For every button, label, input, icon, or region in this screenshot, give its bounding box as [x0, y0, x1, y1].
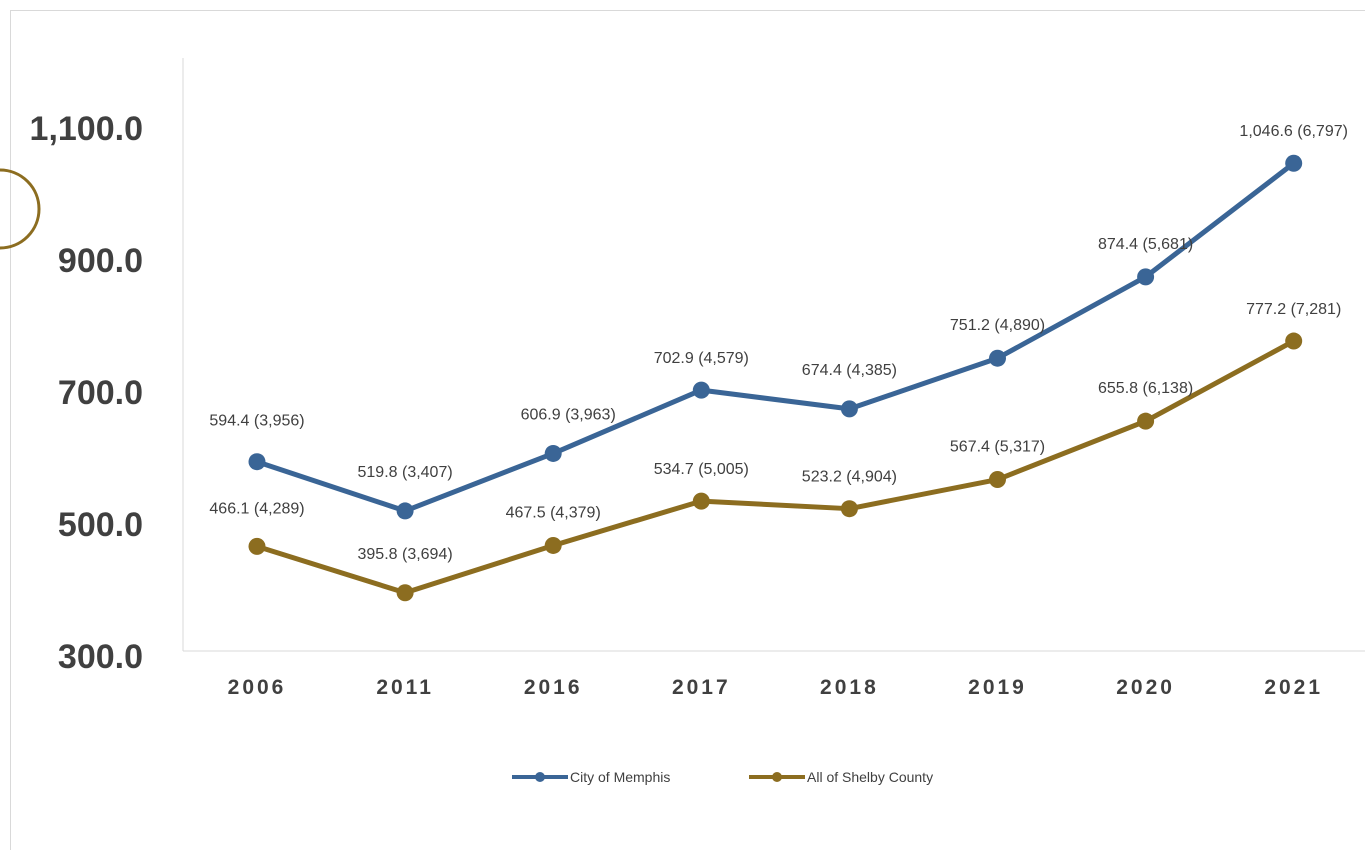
y-tick-labels: 300.0 500.0 700.0 900.0 1,100.0: [30, 110, 143, 676]
data-point-shelby: [544, 536, 562, 554]
x-tick-label: 2017: [672, 676, 731, 699]
legend-marker-shelby: [772, 772, 782, 782]
data-point-shelby: [1285, 332, 1303, 350]
data-point-shelby: [248, 537, 266, 555]
y-tick-label: 700.0: [58, 374, 143, 412]
data-label-shelby: 466.1 (4,289): [209, 500, 304, 517]
x-tick-label: 2020: [1116, 676, 1175, 699]
x-tick-label: 2011: [376, 676, 434, 699]
series-line-memphis: [254, 160, 1297, 514]
data-label-memphis: 594.4 (3,956): [209, 413, 304, 430]
data-label-shelby: 523.2 (4,904): [802, 469, 897, 486]
data-point-shelby: [840, 500, 858, 518]
y-tick-label: 500.0: [58, 506, 143, 544]
data-point-shelby: [692, 492, 710, 510]
series-layer: 594.4 (3,956) 519.8 (3,407) 606.9 (3,963) 7…: [209, 123, 1348, 602]
data-label-shelby: 777.2 (7,281): [1246, 301, 1341, 318]
data-label-memphis: 519.8 (3,407): [358, 464, 453, 481]
data-point-memphis: [692, 381, 710, 399]
data-label-shelby: 567.4 (5,317): [950, 439, 1045, 456]
data-label-shelby: 467.5 (4,379): [506, 504, 601, 521]
legend-label-memphis: City of Memphis: [570, 769, 670, 785]
data-label-memphis: 1,046.6 (6,797): [1239, 123, 1348, 140]
legend: City of Memphis All of Shelby County: [512, 769, 933, 785]
data-point-shelby: [396, 584, 414, 602]
data-label-shelby: 534.7 (5,005): [654, 461, 749, 478]
data-point-shelby: [989, 471, 1006, 489]
x-tick-label: 2018: [820, 676, 879, 699]
chart-frame: [10, 10, 1365, 850]
data-label-memphis: 606.9 (3,963): [521, 406, 616, 423]
y-tick-label: 1,100.0: [30, 110, 143, 148]
data-point-memphis: [544, 444, 562, 462]
x-tick-labels: 2006 2011 2016 2017 2018 2019 2020 2021: [228, 676, 1323, 699]
x-tick-label: 2021: [1264, 676, 1323, 699]
x-tick-label: 2019: [968, 676, 1027, 699]
y-tick-label: 300.0: [58, 638, 143, 676]
x-tick-label: 2016: [524, 676, 583, 699]
y-tick-label: 900.0: [58, 242, 143, 280]
legend-label-shelby: All of Shelby County: [807, 769, 933, 785]
series-line-shelby: [254, 338, 1297, 596]
data-point-memphis: [248, 453, 266, 471]
data-point-memphis: [396, 502, 414, 520]
data-label-memphis: 751.2 (4,890): [950, 317, 1045, 334]
data-point-memphis: [840, 400, 858, 418]
legend-marker-memphis: [535, 772, 545, 782]
data-label-memphis: 874.4 (5,681): [1098, 236, 1193, 253]
data-point-memphis: [989, 349, 1006, 367]
data-label-shelby: 395.8 (3,694): [358, 546, 453, 563]
data-point-shelby: [1137, 412, 1155, 430]
data-label-memphis: 674.4 (4,385): [802, 362, 897, 379]
data-label-memphis: 702.9 (4,579): [654, 350, 749, 367]
data-label-shelby: 655.8 (6,138): [1098, 380, 1193, 397]
x-tick-label: 2006: [228, 676, 287, 699]
data-point-memphis: [1137, 268, 1155, 286]
data-point-memphis: [1285, 154, 1303, 172]
decorative-arc: [0, 168, 41, 250]
